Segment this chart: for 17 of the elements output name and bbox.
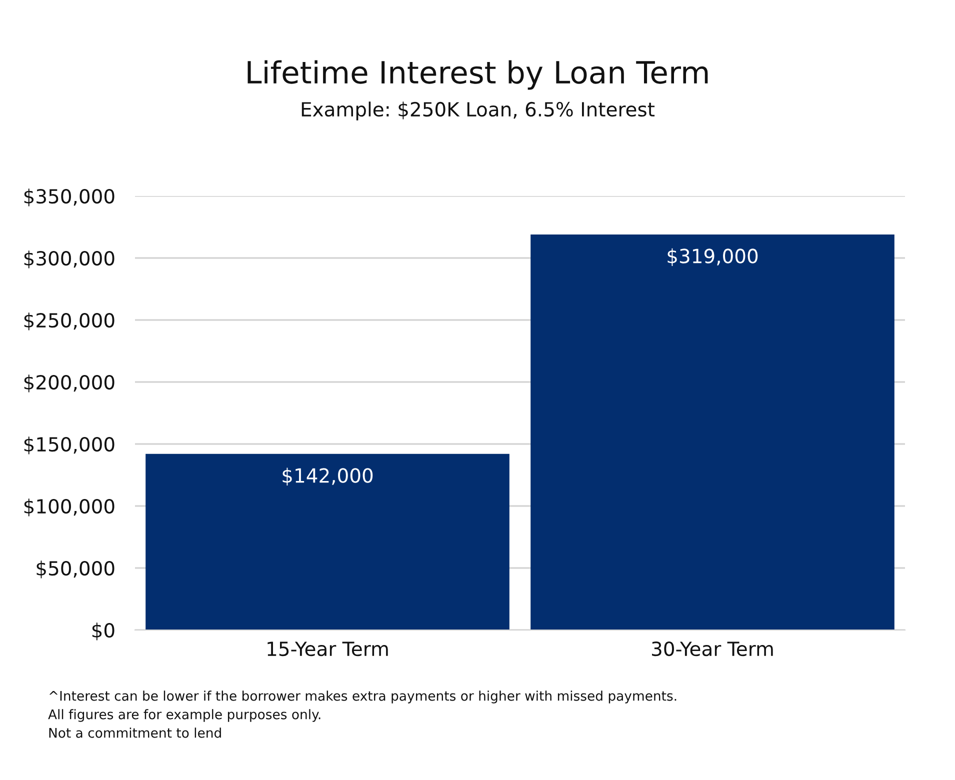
y-tick-label: $0 <box>92 622 114 640</box>
y-tick-label: $50,000 <box>36 560 114 578</box>
x-tick-label: 15-Year Term <box>268 642 388 656</box>
y-tick-label: $150,000 <box>24 436 114 454</box>
y-tick-label: $250,000 <box>24 312 114 330</box>
text: ^Interest can be lower if the borrower makes extra payments or higher with missed payments. <box>49 690 676 704</box>
data-label: $142,000 <box>282 468 373 486</box>
chart-subtitle: Example: $250K Loan, 6.5% Interest <box>302 102 655 120</box>
y-tick-label: $100,000 <box>24 498 114 516</box>
text: Not a commitment to lend <box>49 728 221 738</box>
x-tick-label: 30-Year Term <box>652 641 773 656</box>
y-tick-label: $350,000 <box>24 188 114 206</box>
y-tick-label: $300,000 <box>24 250 114 268</box>
y-tick-label: $200,000 <box>24 374 114 392</box>
data-label: $319,000 <box>668 248 758 266</box>
chart-title: Lifetime Interest by Loan Term <box>248 60 708 90</box>
text: All figures are for example purposes only. <box>48 709 320 722</box>
